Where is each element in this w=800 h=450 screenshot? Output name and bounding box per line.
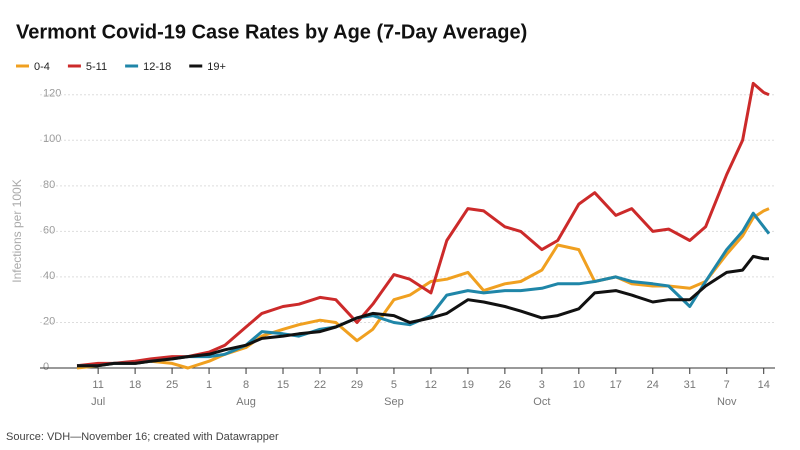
x-tick-label: 14 [758, 379, 770, 391]
y-tick-label: 0 [43, 361, 49, 373]
month-label: Oct [533, 396, 550, 408]
x-tick-label: 18 [129, 379, 141, 391]
series-line [76, 207, 770, 370]
month-label: Sep [384, 396, 404, 408]
x-tick-label: 12 [425, 379, 437, 391]
x-tick-label: 19 [462, 379, 474, 391]
legend-label: 0-4 [34, 61, 50, 73]
y-tick-label: 60 [43, 224, 55, 236]
y-tick-label: 120 [43, 88, 61, 100]
x-tick-label: 15 [277, 379, 289, 391]
x-tick-label: 1 [206, 379, 212, 391]
x-tick-label: 3 [539, 379, 545, 391]
x-tick-label: 17 [610, 379, 622, 391]
legend-label: 12-18 [143, 61, 171, 73]
x-tick-label: 26 [499, 379, 511, 391]
x-tick-label: 25 [166, 379, 178, 391]
y-tick-label: 100 [43, 133, 61, 145]
x-tick-label: 31 [684, 379, 696, 391]
legend-label: 5-11 [86, 61, 107, 73]
x-tick-label: 5 [391, 379, 397, 391]
x-tick-label: 10 [573, 379, 585, 391]
x-tick-label: 8 [243, 379, 249, 391]
series-line [77, 254, 769, 368]
chart-title: Vermont Covid-19 Case Rates by Age (7-Da… [16, 21, 527, 43]
month-label: Jul [91, 396, 105, 408]
source: Source: VDH—November 16; created with Da… [6, 431, 279, 443]
y-tick-label: 40 [43, 270, 55, 282]
series-line [76, 81, 770, 368]
month-label: Aug [236, 396, 256, 408]
y-tick-label: 20 [43, 315, 55, 327]
y-axis-label: Infections per 100K [10, 179, 24, 282]
x-tick-label: 7 [724, 379, 730, 391]
legend-label: 19+ [207, 61, 226, 73]
x-tick-label: 11 [92, 379, 103, 391]
x-tick-label: 22 [314, 379, 326, 391]
x-tick-label: 24 [647, 379, 659, 391]
x-tick-label: 29 [351, 379, 363, 391]
y-tick-label: 80 [43, 179, 55, 191]
month-label: Nov [717, 396, 737, 408]
